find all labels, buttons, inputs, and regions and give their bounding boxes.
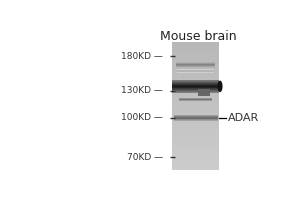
- Bar: [172, 158, 219, 161]
- Bar: [172, 83, 219, 84]
- Bar: [172, 90, 219, 91]
- Bar: [172, 113, 219, 116]
- Ellipse shape: [218, 81, 223, 92]
- Bar: [172, 119, 219, 122]
- Bar: [172, 126, 219, 129]
- Bar: [172, 42, 219, 46]
- Bar: [172, 103, 219, 106]
- Bar: [172, 145, 219, 148]
- Bar: [172, 52, 219, 55]
- Bar: [172, 129, 219, 132]
- Bar: [172, 132, 219, 135]
- Bar: [172, 46, 219, 49]
- Bar: [172, 142, 219, 145]
- Bar: [172, 161, 219, 164]
- Bar: [172, 62, 219, 65]
- Bar: [172, 100, 219, 103]
- Text: ADAR: ADAR: [228, 113, 260, 123]
- Bar: [172, 87, 219, 90]
- Bar: [172, 92, 219, 93]
- Bar: [172, 116, 219, 119]
- Bar: [176, 67, 215, 68]
- Bar: [176, 66, 215, 67]
- Bar: [172, 88, 219, 89]
- Bar: [172, 106, 219, 110]
- Text: 100KD —: 100KD —: [121, 113, 163, 122]
- Bar: [172, 80, 219, 81]
- Bar: [172, 49, 219, 52]
- Bar: [172, 65, 219, 68]
- Bar: [172, 138, 219, 142]
- Bar: [172, 122, 219, 126]
- Text: 180KD —: 180KD —: [121, 52, 163, 61]
- Bar: [198, 89, 209, 96]
- Bar: [176, 62, 215, 63]
- Bar: [172, 58, 219, 62]
- Bar: [172, 148, 219, 151]
- Bar: [172, 151, 219, 154]
- Bar: [172, 110, 219, 113]
- Bar: [172, 135, 219, 138]
- Bar: [173, 120, 218, 121]
- Bar: [172, 74, 219, 78]
- Text: 70KD —: 70KD —: [127, 153, 163, 162]
- Bar: [172, 167, 219, 170]
- Bar: [173, 119, 218, 120]
- Bar: [173, 117, 218, 118]
- Bar: [172, 71, 219, 74]
- Bar: [172, 68, 219, 71]
- Bar: [172, 78, 219, 81]
- Bar: [172, 154, 219, 158]
- Bar: [173, 118, 218, 119]
- Text: Mouse brain: Mouse brain: [160, 30, 236, 43]
- Bar: [172, 55, 219, 58]
- Text: 130KD —: 130KD —: [121, 86, 163, 95]
- Bar: [172, 90, 219, 94]
- Bar: [172, 84, 219, 87]
- Bar: [173, 116, 218, 117]
- Bar: [176, 63, 215, 64]
- Bar: [172, 97, 219, 100]
- Bar: [172, 86, 219, 87]
- Bar: [173, 115, 218, 116]
- Bar: [172, 94, 219, 97]
- Bar: [176, 64, 215, 65]
- Bar: [172, 81, 219, 82]
- Bar: [172, 91, 219, 92]
- Bar: [176, 65, 215, 66]
- Bar: [172, 82, 219, 83]
- Bar: [172, 84, 219, 85]
- Bar: [172, 89, 219, 90]
- Bar: [172, 164, 219, 167]
- Bar: [172, 81, 219, 84]
- Bar: [172, 87, 219, 88]
- Bar: [172, 85, 219, 86]
